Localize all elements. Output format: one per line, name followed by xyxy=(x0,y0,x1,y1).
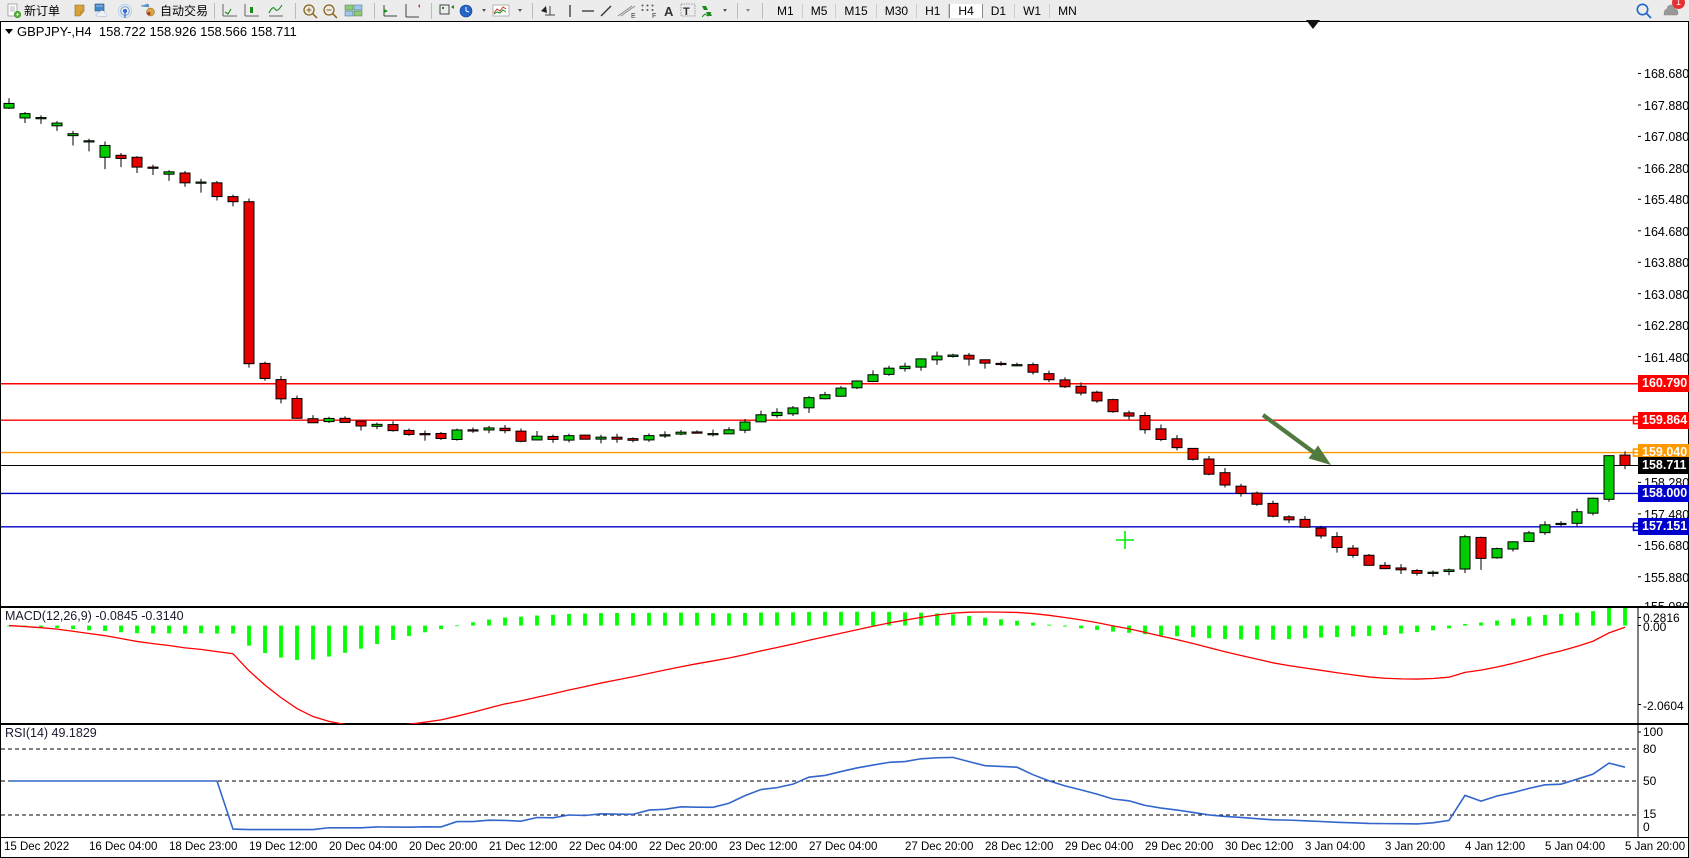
svg-text:T: T xyxy=(683,6,690,18)
svg-text:F: F xyxy=(652,13,656,19)
svg-text:A: A xyxy=(664,4,674,19)
svg-text:E: E xyxy=(631,13,636,19)
